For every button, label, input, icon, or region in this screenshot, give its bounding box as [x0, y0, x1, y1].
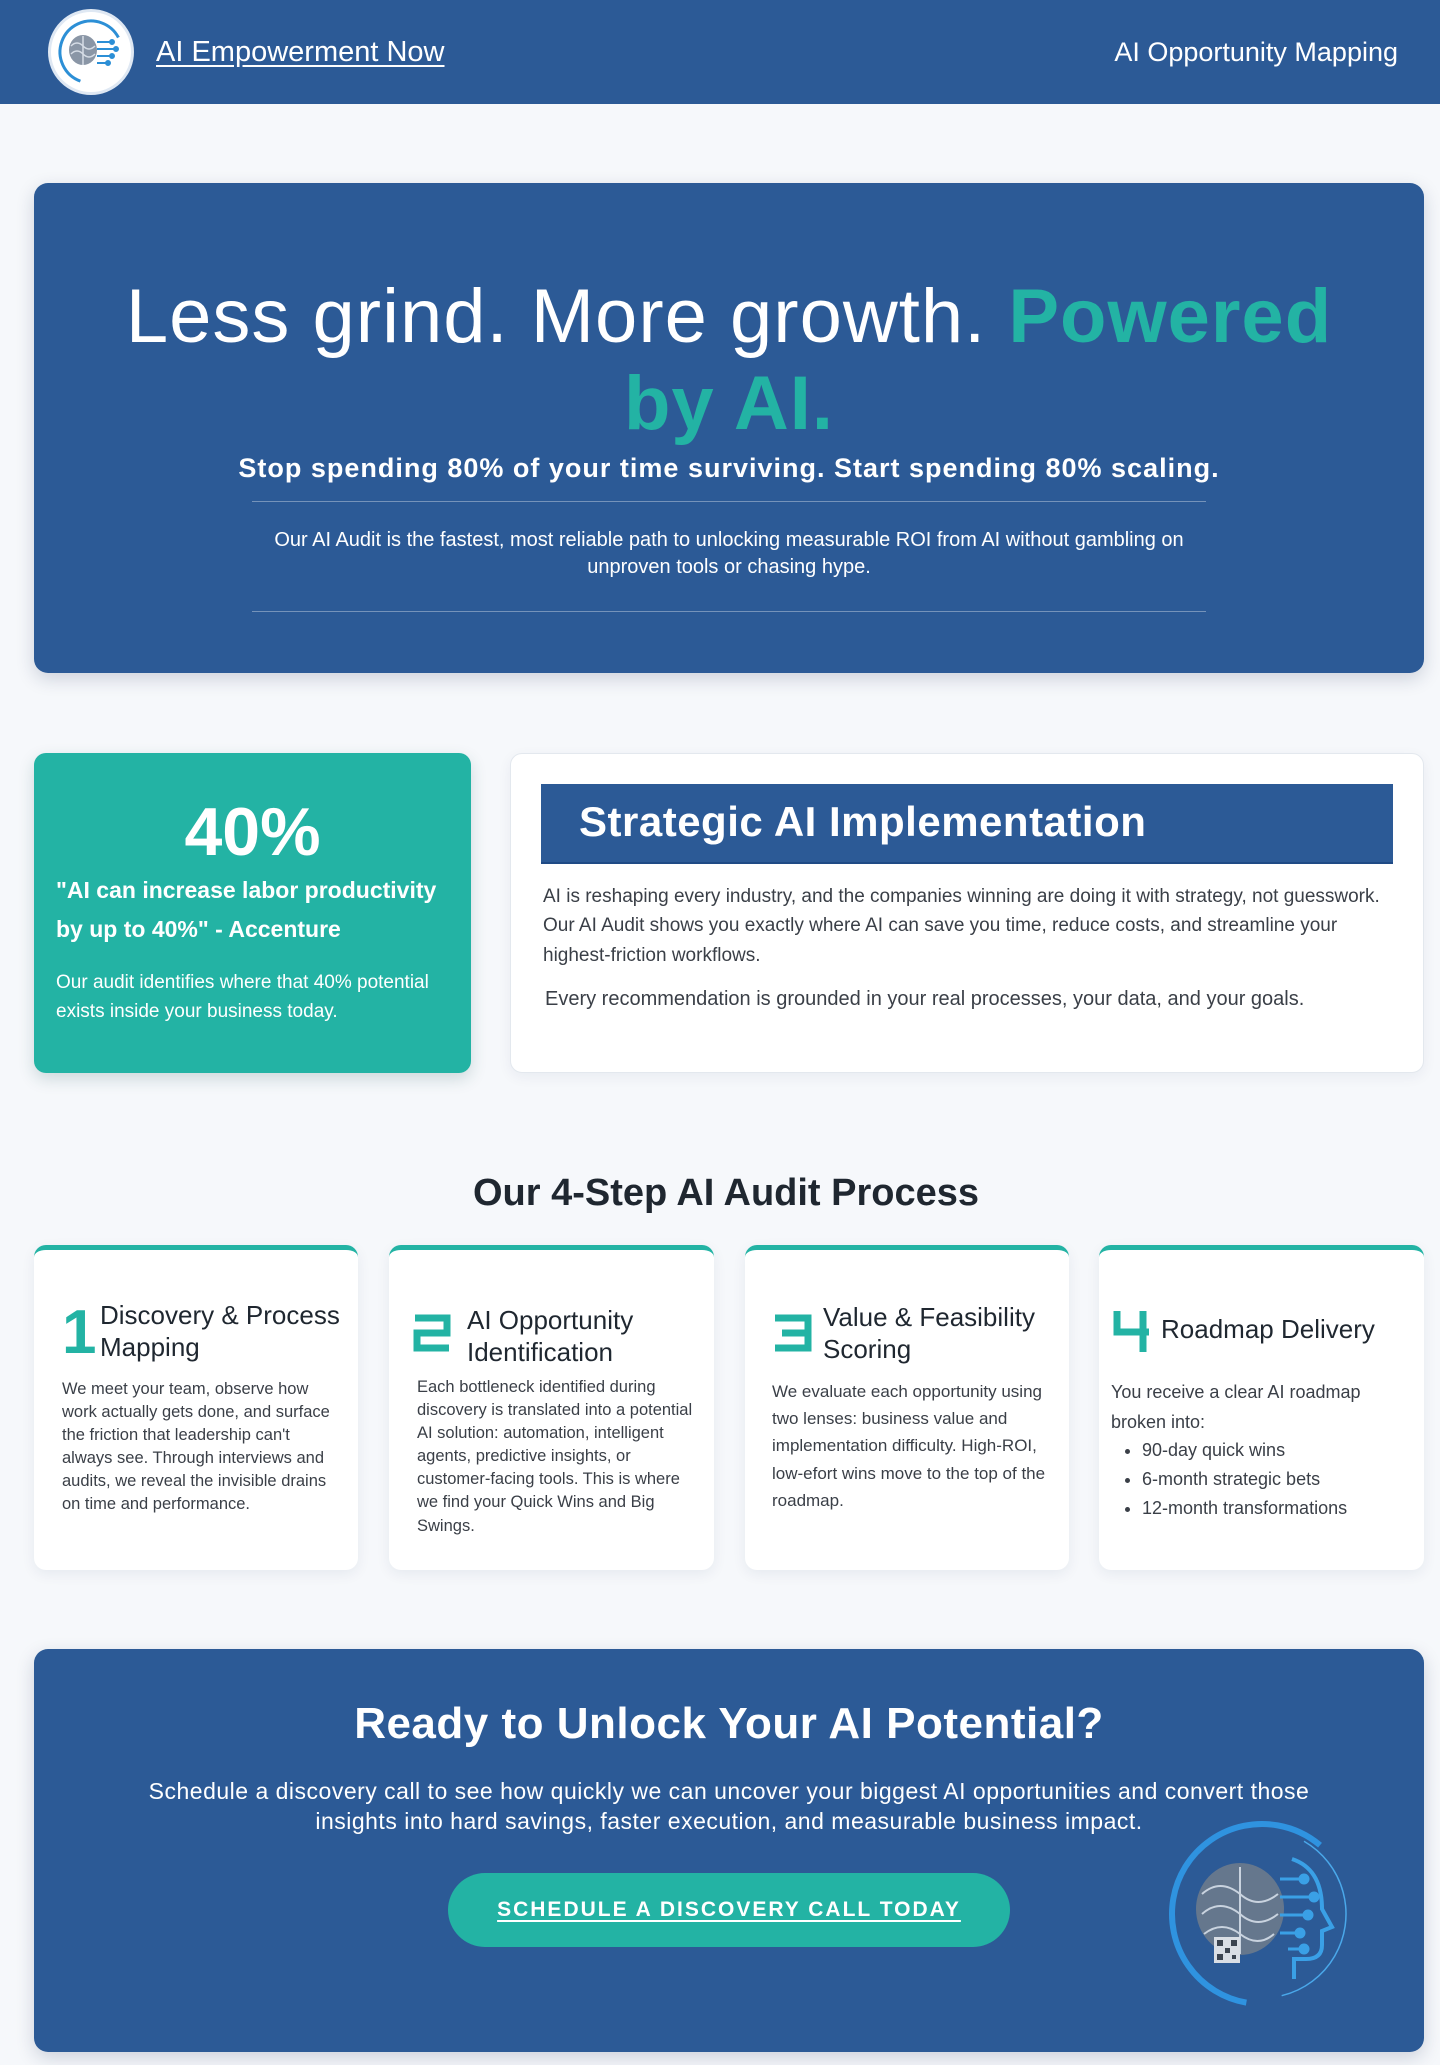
stat-quote: "AI can increase labor productivity by u… [56, 877, 437, 942]
process-step-4: Roadmap Delivery You receive a clear AI … [1099, 1245, 1424, 1570]
step-description: You receive a clear AI roadmap broken in… [1111, 1382, 1361, 1432]
list-item: 12-month transformations [1142, 1498, 1412, 1519]
stat-number: 40% [184, 794, 321, 870]
step-title: AI Opportunity Identification [467, 1305, 634, 1367]
hero-title: Less grind. More growth. Powered by AI. [74, 273, 1384, 448]
hero-title-accent: Powered by AI. [623, 274, 1333, 447]
hero-divider-bottom [252, 611, 1206, 612]
brand: AI Empowerment Now [48, 9, 445, 95]
nav-link-ai-opportunity-mapping[interactable]: AI Opportunity Mapping [1114, 36, 1398, 67]
cta-section: Ready to Unlock Your AI Potential? Sched… [34, 1649, 1424, 2052]
stat-description: Our audit identifies where that 40% pote… [56, 972, 429, 1022]
brain-circuit-logo-icon[interactable] [48, 9, 134, 95]
hero-section: Less grind. More growth. Powered by AI. … [34, 183, 1424, 673]
hero-title-main: Less grind. More growth. [125, 274, 1009, 359]
cta-title: Ready to Unlock Your AI Potential? [354, 1699, 1104, 1748]
strategic-card: Strategic AI Implementation AI is reshap… [510, 753, 1424, 1073]
step-title: Discovery & Process Mapping [100, 1300, 340, 1362]
ai-head-circuit-logo-icon [1169, 1821, 1355, 2007]
hero-subtitle: Stop spending 80% of your time surviving… [238, 453, 1220, 483]
roadmap-list: 90-day quick wins 6-month strategic bets… [1142, 1440, 1412, 1527]
site-header: AI Empowerment Now AI Opportunity Mappin… [0, 0, 1440, 104]
step-description: Each bottleneck identified during discov… [417, 1378, 693, 1535]
process-step-2: AI Opportunity Identification Each bottl… [389, 1245, 714, 1570]
strategic-title: Strategic AI Implementation [541, 784, 1393, 864]
step-number-4-glyph [1113, 1311, 1149, 1352]
step-number: 1 [62, 1298, 97, 1367]
strategic-paragraph-1: AI is reshaping every industry, and the … [543, 886, 1380, 966]
step-number-3-glyph [775, 1314, 812, 1352]
brand-name-link[interactable]: AI Empowerment Now [156, 35, 445, 68]
step-title: Roadmap Delivery [1161, 1314, 1375, 1344]
step-number-2-glyph [413, 1314, 451, 1352]
schedule-call-button[interactable]: SCHEDULE A DISCOVERY CALL TODAY [448, 1873, 1010, 1947]
hero-description: Our AI Audit is the fastest, most reliab… [274, 529, 1184, 578]
step-description: We meet your team, observe how work actu… [62, 1380, 330, 1514]
list-item: 90-day quick wins [1142, 1440, 1412, 1461]
strategic-paragraph-2: Every recommendation is grounded in your… [545, 988, 1305, 1010]
list-item: 6-month strategic bets [1142, 1469, 1412, 1490]
cta-description: Schedule a discovery call to see how qui… [148, 1778, 1310, 1834]
hero-divider-top [252, 501, 1206, 502]
process-step-1: 1 Discovery & Process Mapping We meet yo… [34, 1245, 358, 1570]
process-title: Our 4-Step AI Audit Process [472, 1172, 980, 1214]
stat-card: 40% "AI can increase labor productivity … [34, 753, 471, 1073]
step-description: We evaluate each opportunity using two l… [772, 1382, 1046, 1510]
process-step-3: Value & Feasibility Scoring We evaluate … [745, 1245, 1069, 1570]
step-title: Value & Feasibility Scoring [823, 1302, 1035, 1364]
